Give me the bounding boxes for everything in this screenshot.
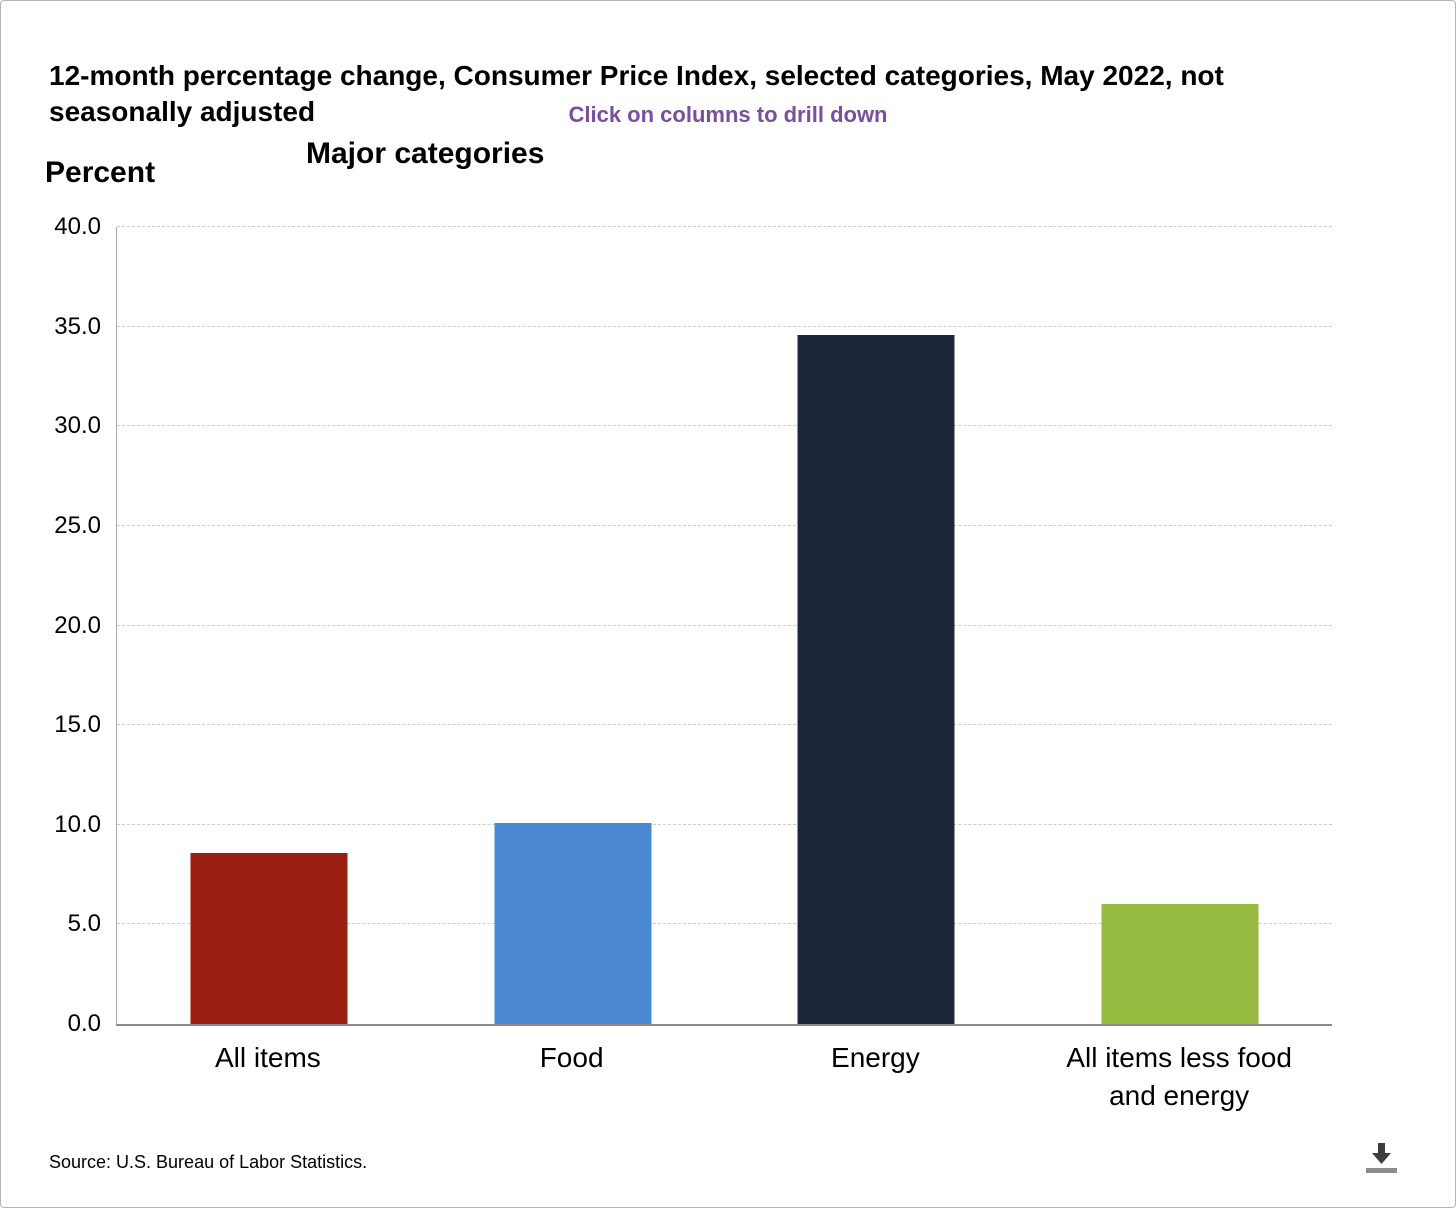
source-note: Source: U.S. Bureau of Labor Statistics. [49,1152,368,1172]
bar-food[interactable] [494,822,652,1024]
bar-all-items-less-food-and-energy[interactable] [1101,904,1259,1024]
y-tick-label-25.0: 25.0 [54,511,101,539]
y-tick-label-35.0: 35.0 [54,312,101,340]
gridline-25.0 [117,524,1332,526]
y-tick-label-20.0: 20.0 [54,611,101,639]
y-axis-title: Percent [45,156,156,189]
bar-all-items[interactable] [190,852,348,1024]
gridline-20.0 [117,624,1332,626]
bar-energy[interactable] [797,334,955,1024]
gridline-5.0 [117,923,1332,925]
y-tick-label-10.0: 10.0 [54,810,101,838]
x-axis-labels: All items Food Energy All items less food a… [116,1039,1331,1115]
y-tick-label-40.0: 40.0 [54,213,101,240]
plot-area: 0.0 5.0 10.0 15.0 20.0 25.0 30.0 35.0 40.0 [54,213,1332,1037]
x-tick-label-all-items-less-food-and-energy: All items less food and energy [1066,1042,1292,1111]
page-title: 12-month percentage change, Consumer Pri… [49,59,1224,128]
gridline-15.0 [117,724,1332,726]
y-tick-label-0.0: 0.0 [67,1010,101,1037]
gridline-10.0 [117,823,1332,825]
chart-subtitle: Major categories [306,137,545,170]
download-button[interactable] [1359,1141,1403,1181]
y-tick-label-5.0: 5.0 [67,910,101,938]
drilldown-instruction: Click on columns to drill down [568,102,888,127]
gridline-30.0 [117,425,1332,427]
gridline-40.0 [117,226,1332,227]
download-icon [1361,1141,1401,1182]
x-tick-label-energy: Energy [831,1042,920,1073]
x-tick-label-all-items: All items [214,1042,321,1073]
y-tick-label-15.0: 15.0 [54,711,101,739]
gridline-35.0 [117,325,1332,327]
x-tick-label-food: Food [539,1042,604,1073]
y-tick-label-30.0: 30.0 [54,412,101,440]
